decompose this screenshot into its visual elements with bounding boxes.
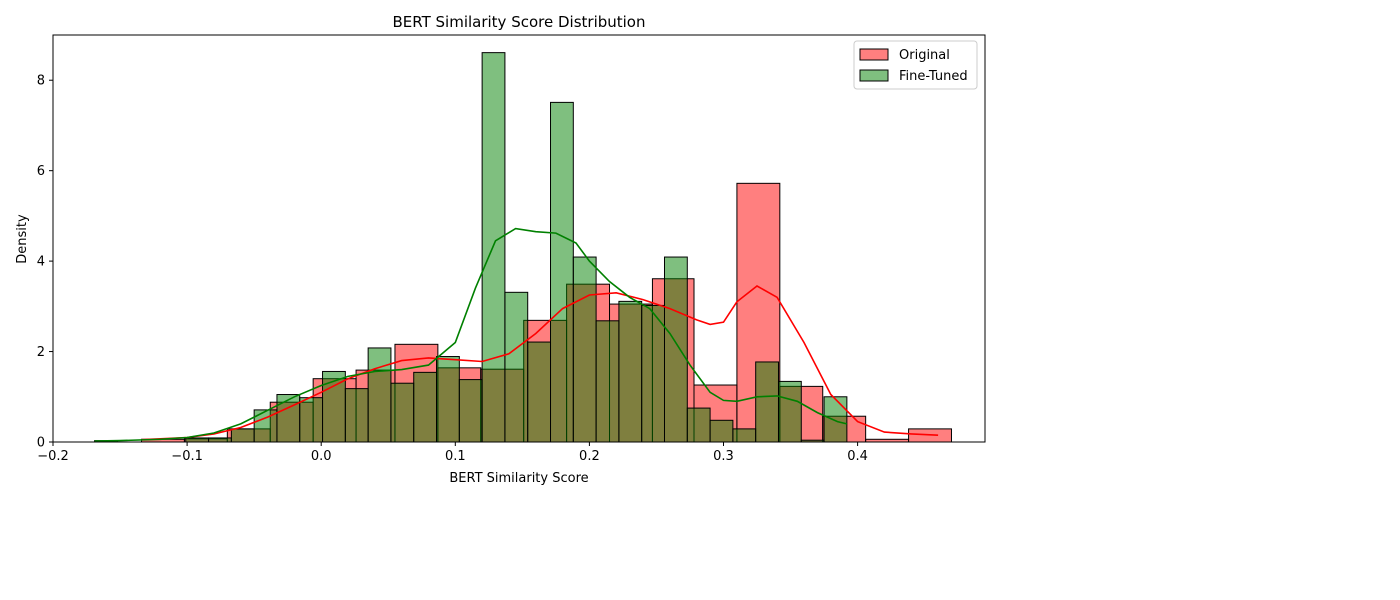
histogram-bar bbox=[504, 291, 529, 443]
histogram-bar bbox=[527, 341, 552, 443]
histogram-bar bbox=[185, 437, 210, 443]
legend-label: Fine-Tuned bbox=[899, 69, 968, 84]
histogram-bar bbox=[618, 300, 643, 443]
chart-title: BERT Similarity Score Distribution bbox=[392, 13, 645, 31]
y-axis: 0 2 4 6 8 bbox=[37, 74, 53, 451]
histogram-bar bbox=[777, 380, 802, 443]
histogram-bar bbox=[686, 407, 711, 443]
x-tick-label: 0.2 bbox=[579, 449, 600, 464]
x-tick-label: 0.1 bbox=[445, 449, 466, 464]
x-tick-label: 0.3 bbox=[713, 449, 734, 464]
histogram-bar bbox=[550, 101, 574, 443]
legend-swatch bbox=[859, 69, 889, 82]
histogram-bar bbox=[641, 304, 665, 443]
plot-area bbox=[52, 34, 986, 443]
histogram-bar bbox=[344, 388, 369, 443]
series-1-bars bbox=[94, 52, 848, 443]
histogram-bar bbox=[208, 437, 232, 443]
histogram-bar bbox=[413, 371, 438, 443]
histogram-bar bbox=[458, 379, 483, 443]
series-1-kde-line bbox=[94, 227, 848, 442]
y-tick-label: 8 bbox=[37, 74, 45, 89]
x-axis-label: BERT Similarity Score bbox=[449, 471, 588, 486]
y-tick-label: 0 bbox=[37, 436, 45, 451]
legend: Original Fine-Tuned bbox=[853, 40, 978, 90]
y-tick-label: 6 bbox=[37, 164, 45, 179]
histogram-bar bbox=[663, 256, 688, 443]
y-axis-label: Density bbox=[15, 214, 30, 264]
histogram-bar bbox=[436, 356, 460, 443]
histogram-bar bbox=[299, 397, 324, 443]
histogram-bar bbox=[276, 394, 301, 443]
x-tick-label: −0.2 bbox=[37, 449, 69, 464]
y-tick-label: 2 bbox=[37, 345, 45, 360]
histogram-bar bbox=[709, 419, 734, 443]
histogram-bar bbox=[755, 361, 779, 443]
plot-frame bbox=[52, 34, 986, 443]
histogram-bar bbox=[595, 320, 620, 443]
histogram-bar bbox=[390, 382, 415, 443]
y-tick-label: 4 bbox=[37, 255, 45, 270]
histogram-bar bbox=[230, 428, 255, 443]
legend-label: Original bbox=[899, 48, 950, 63]
x-axis: −0.2 −0.1 0.0 0.1 0.2 0.3 0.4 bbox=[37, 442, 868, 464]
histogram-bar bbox=[732, 428, 757, 443]
histogram-bar bbox=[572, 256, 597, 443]
x-tick-label: 0.0 bbox=[311, 449, 332, 464]
x-tick-label: −0.1 bbox=[171, 449, 203, 464]
histogram-bar bbox=[367, 347, 392, 443]
legend-swatch bbox=[859, 48, 889, 61]
histogram-bar bbox=[823, 396, 848, 443]
series-0-kde-line bbox=[141, 285, 939, 441]
x-tick-label: 0.4 bbox=[847, 449, 868, 464]
